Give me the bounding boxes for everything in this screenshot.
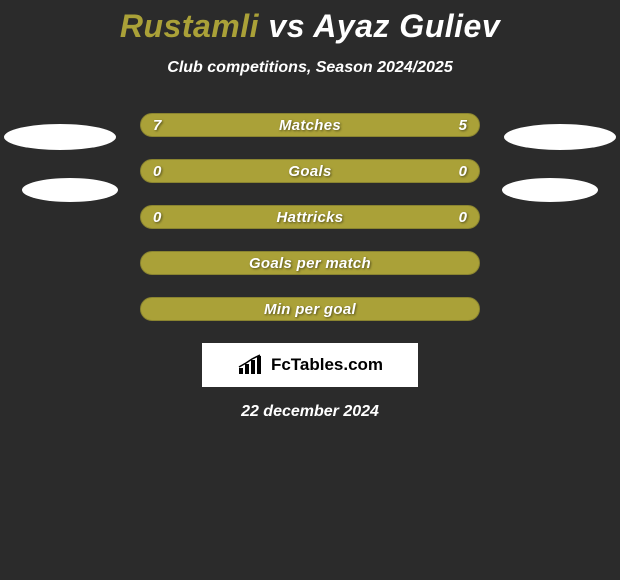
- stat-row-goals: 0 Goals 0: [140, 159, 480, 183]
- stat-label: Matches: [279, 117, 341, 134]
- stat-label: Goals: [288, 163, 331, 180]
- stat-value-left: 7: [153, 117, 161, 134]
- stat-label: Goals per match: [249, 255, 371, 272]
- date-label: 22 december 2024: [0, 403, 620, 421]
- stat-value-right: 0: [459, 163, 467, 180]
- title-player2: Ayaz Guliev: [313, 8, 500, 44]
- stat-row-matches: 7 Matches 5: [140, 113, 480, 137]
- stat-value-left: 0: [153, 163, 161, 180]
- player2-ellipse-large: [504, 124, 616, 150]
- subtitle: Club competitions, Season 2024/2025: [0, 59, 620, 77]
- stat-label: Min per goal: [264, 301, 356, 318]
- stat-row-goals-per-match: Goals per match: [140, 251, 480, 275]
- source-badge-text: FcTables.com: [271, 355, 383, 375]
- title-vs: vs: [268, 8, 305, 44]
- title-player1: Rustamli: [120, 8, 259, 44]
- page-title: Rustamli vs Ayaz Guliev: [0, 0, 620, 45]
- stat-value-right: 5: [459, 117, 467, 134]
- stat-value-right: 0: [459, 209, 467, 226]
- stat-row-min-per-goal: Min per goal: [140, 297, 480, 321]
- stat-label: Hattricks: [277, 209, 344, 226]
- source-badge: FcTables.com: [202, 343, 418, 387]
- player1-ellipse-small: [22, 178, 118, 202]
- bar-chart-icon: [237, 354, 265, 376]
- player2-ellipse-small: [502, 178, 598, 202]
- stat-value-left: 0: [153, 209, 161, 226]
- stat-row-hattricks: 0 Hattricks 0: [140, 205, 480, 229]
- player1-ellipse-large: [4, 124, 116, 150]
